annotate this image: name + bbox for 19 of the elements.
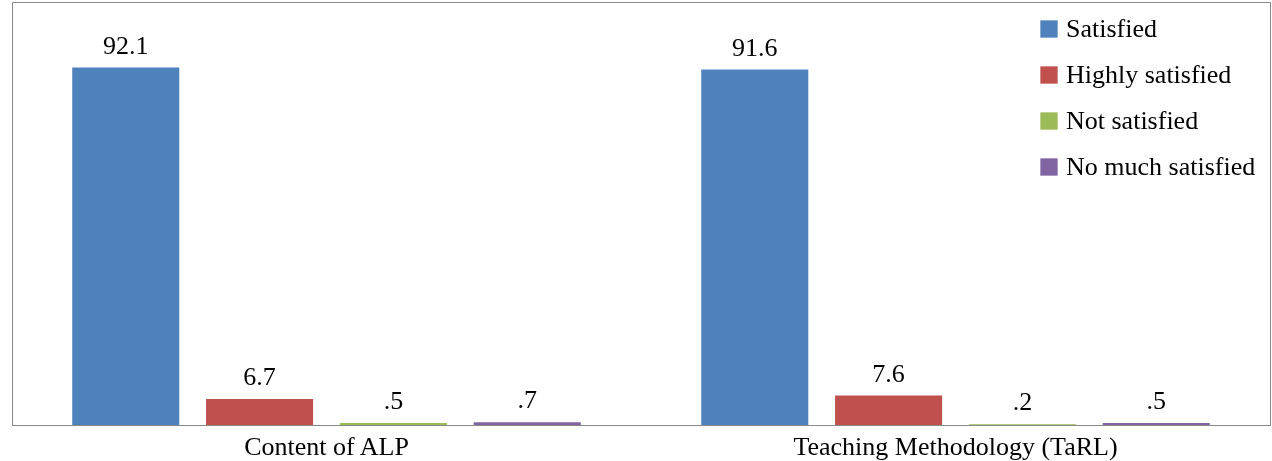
bar (835, 395, 943, 425)
data-label: .7 (517, 385, 537, 415)
data-label: .5 (1146, 386, 1166, 416)
legend-label: Satisfied (1066, 14, 1157, 43)
data-label: 7.6 (872, 358, 905, 388)
bar (473, 422, 581, 425)
data-label: .2 (1012, 387, 1033, 417)
data-label: 6.7 (243, 362, 276, 391)
x-tick-label: Content of ALP (244, 431, 409, 461)
bar (206, 399, 314, 425)
data-label: 91.6 (732, 32, 778, 62)
bar (701, 69, 809, 425)
data-label: .5 (383, 386, 404, 416)
bar (72, 67, 180, 425)
legend-label: Not satisfied (1066, 106, 1199, 135)
legend-label: Highly satisfied (1066, 60, 1232, 89)
legend-label: No much satisfied (1066, 152, 1256, 181)
x-tick-label: Teaching Methodology (TaRL) (793, 431, 1118, 461)
data-label: 92.1 (103, 30, 149, 60)
